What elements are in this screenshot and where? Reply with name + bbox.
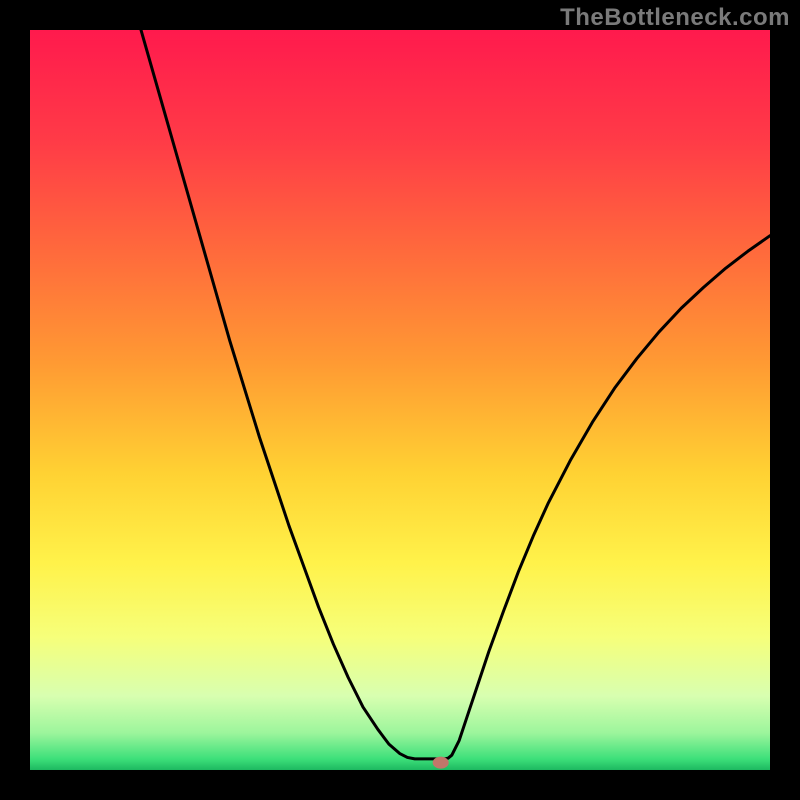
optimum-marker	[433, 757, 449, 769]
chart-container: TheBottleneck.com	[0, 0, 800, 800]
bottleneck-curve-plot	[0, 0, 800, 800]
plot-background	[30, 30, 770, 770]
